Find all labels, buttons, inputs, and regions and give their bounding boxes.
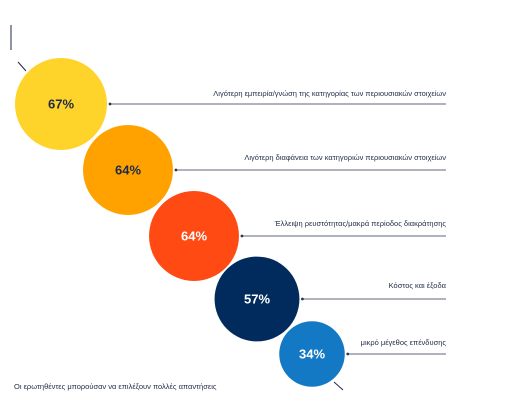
- leader-dot: [108, 102, 112, 106]
- bubble: [149, 191, 239, 281]
- category-label: Κόστος και έξοδα: [389, 281, 447, 290]
- category-label: Λιγότερη διαφάνεια των κατηγοριών περιου…: [244, 153, 446, 162]
- leader-dot: [240, 234, 244, 238]
- value-label: 64%: [181, 229, 207, 244]
- decor-diagonal-line-bottom: [333, 381, 344, 391]
- bubble: [279, 321, 345, 387]
- leader-dot: [301, 297, 304, 301]
- category-label: Έλλειψη ρευστότητας/μακρά περίοδος διακρ…: [274, 219, 447, 228]
- value-label: 34%: [299, 347, 325, 362]
- bubble: [83, 125, 173, 215]
- decor-diagonal-line-top: [17, 61, 27, 72]
- value-label: 67%: [48, 97, 74, 112]
- value-label: 64%: [115, 163, 141, 178]
- category-label: Λιγότερη εμπειρία/γνώση της κατηγορίας τ…: [213, 89, 446, 98]
- leader-dot: [174, 168, 178, 172]
- leader-dot: [346, 352, 350, 356]
- footnote: Οι ερωτηθέντες μπορούσαν να επιλέξουν πο…: [14, 382, 217, 391]
- category-label: μικρό μέγεθος επένδυσης: [361, 338, 447, 347]
- value-label: 57%: [244, 292, 270, 307]
- bubble: [214, 256, 300, 342]
- bubble: [15, 58, 107, 150]
